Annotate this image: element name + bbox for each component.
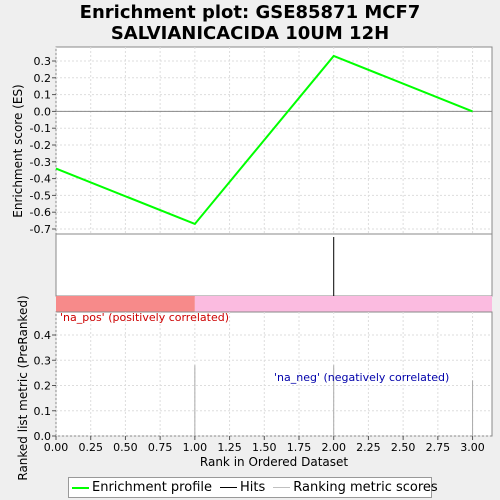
x-tick-label: 2.50 — [391, 441, 416, 454]
metric-y-tick-label: 0.0 — [34, 430, 52, 443]
metric-y-tick-label: 0.4 — [34, 329, 52, 342]
legend-swatch-hits — [220, 487, 237, 488]
metric-y-axis-label: Ranked list metric (PreRanked) — [16, 295, 30, 480]
es-y-tick-label: -0.5 — [30, 189, 51, 202]
x-tick-label: 1.50 — [252, 441, 277, 454]
x-tick-label: 1.00 — [183, 441, 208, 454]
x-tick-label: 0.75 — [148, 441, 173, 454]
x-axis: 0.00 0.25 0.50 0.75 1.00 1.25 1.50 1.75 2.00 2.25… — [44, 436, 485, 454]
es-y-tick-label: 0.1 — [34, 89, 52, 102]
legend-label-ranking: Ranking metric scores — [293, 480, 438, 495]
metric-panel — [55, 311, 493, 437]
enrichment-profile-line — [55, 54, 473, 226]
ranking-metric-bars — [194, 365, 474, 436]
es-grid — [55, 47, 492, 234]
metric-grid — [55, 312, 492, 437]
es-y-tick-label: 0.3 — [34, 55, 52, 68]
x-tick-label: 2.00 — [321, 441, 346, 454]
legend-item-enrichment: Enrichment profile — [72, 480, 212, 495]
es-y-tick-label: -0.6 — [30, 206, 51, 219]
metric-y-tick-label: 0.2 — [34, 380, 52, 393]
x-tick-label: 2.75 — [426, 441, 451, 454]
es-y-tick-label: -0.7 — [30, 223, 51, 236]
legend-label-hits: Hits — [240, 480, 266, 495]
x-tick-label: 0.50 — [113, 441, 138, 454]
es-y-tick-label: -0.4 — [30, 173, 51, 186]
es-y-tick-label: 0.0 — [34, 105, 52, 118]
chart-title: Enrichment plot: GSE85871 MCF7 SALVIANIC… — [0, 2, 500, 44]
positive-correlation-label: 'na_pos' (positively correlated) — [60, 311, 229, 324]
negative-correlation-label: 'na_neg' (negatively correlated) — [274, 371, 449, 384]
x-tick-label: 1.25 — [217, 441, 242, 454]
legend-item-hits: Hits — [220, 480, 265, 495]
x-tick-label: 0.00 — [44, 441, 69, 454]
legend-item-ranking: Ranking metric scores — [273, 480, 438, 495]
es-y-tick-label: -0.3 — [30, 156, 51, 169]
title-line-1: Enrichment plot: GSE85871 MCF7 — [79, 2, 421, 23]
positive-correlation-bar — [56, 296, 195, 312]
x-tick-label: 2.25 — [356, 441, 381, 454]
metric-y-tick-label: 0.1 — [34, 405, 52, 418]
es-y-tick-label: -0.1 — [30, 122, 51, 135]
es-y-tick-label: -0.2 — [30, 139, 51, 152]
x-axis-label: Rank in Ordered Dataset — [200, 455, 348, 469]
legend-label-enrichment: Enrichment profile — [92, 480, 212, 495]
es-y-axis: 0.3 0.2 0.1 0.0 -0.1 -0.2 -0.3 -0.4 -0.5 -0.6 -0.7 — [30, 55, 56, 236]
legend-swatch-ranking — [273, 487, 291, 488]
es-panel — [55, 46, 493, 235]
negative-correlation-bar — [194, 296, 492, 312]
legend-swatch-enrichment — [72, 486, 89, 489]
es-y-axis-label: Enrichment score (ES) — [11, 84, 25, 217]
x-tick-label: 3.00 — [460, 441, 485, 454]
title-line-2: SALVIANICACIDA 10UM 12H — [110, 23, 390, 44]
legend: Enrichment profile Hits Ranking metric s… — [68, 477, 438, 498]
x-tick-label: 1.75 — [287, 441, 312, 454]
hits-panel — [55, 233, 493, 297]
x-tick-label: 0.25 — [78, 441, 103, 454]
es-y-tick-label: 0.2 — [34, 72, 52, 85]
metric-y-tick-label: 0.3 — [34, 354, 52, 367]
metric-y-axis: 0.4 0.3 0.2 0.1 0.0 — [34, 329, 56, 443]
